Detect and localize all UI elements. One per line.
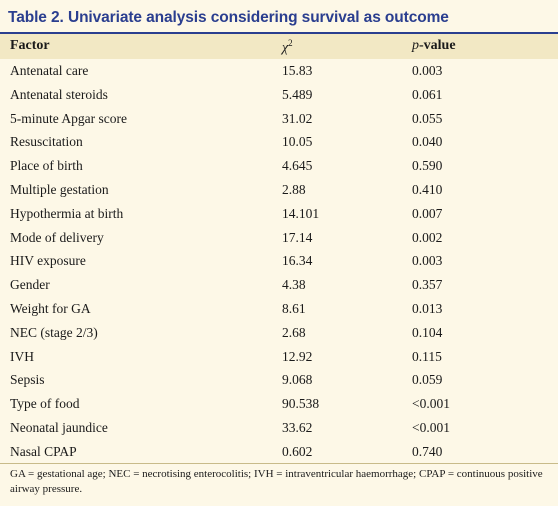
cell-p-value: 0.055 xyxy=(412,110,443,126)
table-body: Antenatal care 15.83 0.003 Antenatal steroi… xyxy=(0,59,558,464)
table-row: Antenatal care 15.83 0.003 xyxy=(0,59,558,83)
cell-factor: Hypothermia at birth xyxy=(10,205,124,221)
cell-factor: Place of birth xyxy=(10,158,83,174)
table-row: Multiple gestation 2.88 0.410 xyxy=(0,178,558,202)
cell-factor: HIV exposure xyxy=(10,253,86,269)
cell-chi-square: 12.92 xyxy=(282,348,313,364)
cell-factor: Sepsis xyxy=(10,372,45,388)
cell-factor: Mode of delivery xyxy=(10,229,104,245)
cell-p-value: 0.061 xyxy=(412,86,443,102)
cell-factor: Type of food xyxy=(10,396,80,412)
cell-chi-square: 10.05 xyxy=(282,134,313,150)
p-italic: p xyxy=(412,38,419,53)
cell-factor: Antenatal steroids xyxy=(10,86,108,102)
table-row: Antenatal steroids 5.489 0.061 xyxy=(0,83,558,107)
cell-chi-square: 4.38 xyxy=(282,277,306,293)
cell-p-value: 0.003 xyxy=(412,63,443,78)
table-row: 5-minute Apgar score 31.02 0.055 xyxy=(0,107,558,131)
cell-factor: Gender xyxy=(10,277,50,293)
chi-superscript: 2 xyxy=(288,38,293,48)
cell-p-value: 0.410 xyxy=(412,181,443,197)
cell-factor: Nasal CPAP xyxy=(10,443,77,459)
cell-p-value: <0.001 xyxy=(412,419,450,435)
header-row xyxy=(0,34,558,59)
cell-chi-square: 17.14 xyxy=(282,229,313,245)
cell-factor: IVH xyxy=(10,348,34,364)
cell-p-value: <0.001 xyxy=(412,396,450,412)
cell-chi-square: 9.068 xyxy=(282,372,313,388)
table-row: Hypothermia at birth 14.101 0.007 xyxy=(0,202,558,226)
table-row: Type of food 90.538 <0.001 xyxy=(0,392,558,416)
cell-chi-square: 2.68 xyxy=(282,324,306,340)
cell-factor: Multiple gestation xyxy=(10,181,109,197)
cell-chi-square: 16.34 xyxy=(282,253,313,269)
cell-factor: NEC (stage 2/3) xyxy=(10,324,98,340)
table-row: NEC (stage 2/3) 2.68 0.104 xyxy=(0,321,558,345)
table-row: Neonatal jaundice 33.62 <0.001 xyxy=(0,416,558,440)
cell-factor: Weight for GA xyxy=(10,300,91,316)
cell-chi-square: 0.602 xyxy=(282,443,313,459)
cell-p-value: 0.115 xyxy=(412,348,442,364)
cell-factor: Neonatal jaundice xyxy=(10,419,108,435)
cell-chi-square: 2.88 xyxy=(282,181,306,197)
header-factor: Factor xyxy=(10,38,50,53)
cell-chi-square: 14.101 xyxy=(282,205,320,221)
cell-p-value: 0.003 xyxy=(412,253,443,269)
cell-p-value: 0.104 xyxy=(412,324,443,340)
cell-p-value: 0.040 xyxy=(412,134,443,150)
p-suffix: -value xyxy=(419,38,456,53)
cell-chi-square: 5.489 xyxy=(282,86,313,102)
cell-chi-square: 4.645 xyxy=(282,158,313,174)
footnote-rule xyxy=(0,463,558,464)
cell-p-value: 0.740 xyxy=(412,443,443,459)
table-footnote: GA = gestational age; NEC = necrotising … xyxy=(10,468,543,495)
cell-chi-square: 31.02 xyxy=(282,110,313,126)
title-rule xyxy=(0,32,558,34)
cell-chi-square: 15.83 xyxy=(282,63,313,78)
cell-factor: Antenatal care xyxy=(10,63,89,78)
cell-chi-square: 8.61 xyxy=(282,300,306,316)
table-row: Sepsis 9.068 0.059 xyxy=(0,368,558,392)
table-row: Mode of delivery 17.14 0.002 xyxy=(0,226,558,250)
table-row: Nasal CPAP 0.602 0.740 xyxy=(0,440,558,464)
table-row: Gender 4.38 0.357 xyxy=(0,273,558,297)
cell-chi-square: 90.538 xyxy=(282,396,320,412)
cell-p-value: 0.590 xyxy=(412,158,443,174)
cell-p-value: 0.007 xyxy=(412,205,443,221)
table-row: HIV exposure 16.34 0.003 xyxy=(0,249,558,273)
table-row: Place of birth 4.645 0.590 xyxy=(0,154,558,178)
cell-p-value: 0.013 xyxy=(412,300,443,316)
table-row: Weight for GA 8.61 0.013 xyxy=(0,297,558,321)
table-title: Table 2. Univariate analysis considering… xyxy=(8,9,449,26)
header-chi-square: χ2 xyxy=(282,38,293,57)
cell-p-value: 0.002 xyxy=(412,229,443,245)
cell-factor: 5-minute Apgar score xyxy=(10,110,127,126)
cell-p-value: 0.059 xyxy=(412,372,443,388)
cell-p-value: 0.357 xyxy=(412,277,443,293)
cell-chi-square: 33.62 xyxy=(282,419,313,435)
table-row: Resuscitation 10.05 0.040 xyxy=(0,130,558,154)
cell-factor: Resuscitation xyxy=(10,134,83,150)
header-p-value: p-value xyxy=(412,38,456,54)
table-row: IVH 12.92 0.115 xyxy=(0,345,558,369)
chi-symbol: χ xyxy=(282,40,289,56)
